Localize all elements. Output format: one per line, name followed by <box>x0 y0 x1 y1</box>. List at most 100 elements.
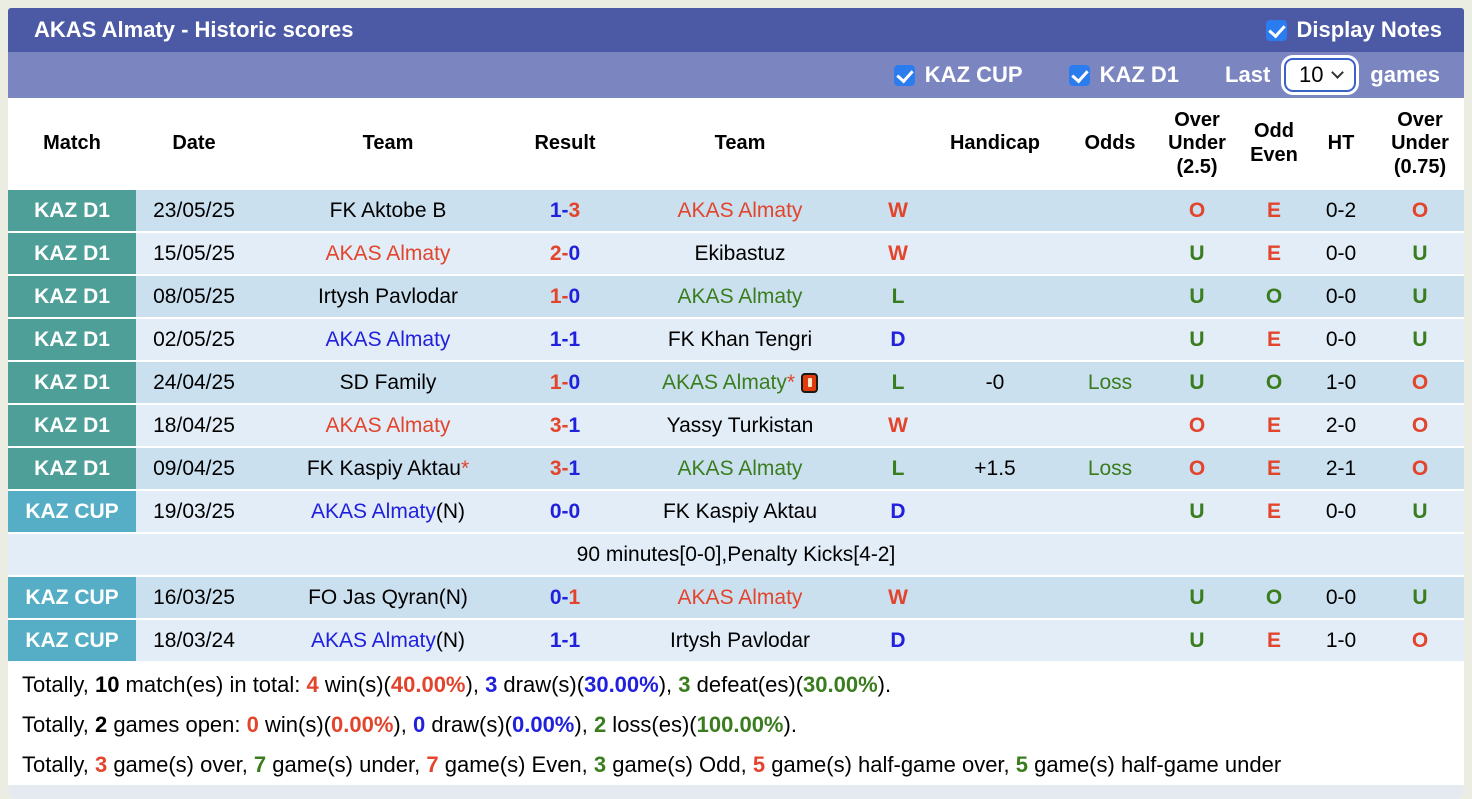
league-badge: KAZ D1 <box>8 405 136 446</box>
kaz-d1-label: KAZ D1 <box>1099 62 1180 87</box>
date-cell: 16/03/25 <box>153 585 235 609</box>
bottom-strip <box>8 785 1464 799</box>
date-cell: 23/05/25 <box>153 198 235 222</box>
handicap-cell <box>922 577 1068 618</box>
home-team-cell: AKAS Almaty <box>325 327 451 351</box>
table-row: KAZ D1 18/04/25 AKAS Almaty 3-1 Yassy Turkis… <box>8 405 1464 446</box>
over-under-075-cell: O <box>1411 413 1429 437</box>
wld-cell: L <box>891 284 905 308</box>
odds-cell <box>1068 577 1152 618</box>
column-header-10: HT <box>1327 132 1355 155</box>
column-header-6: Handicap <box>949 132 1041 155</box>
ht-cell: 1-0 <box>1325 628 1357 652</box>
league-badge: KAZ CUP <box>8 577 136 618</box>
odd-even-cell: E <box>1266 499 1281 523</box>
home-team-cell: AKAS Almaty <box>325 413 451 437</box>
league-badge: KAZ CUP <box>8 620 136 661</box>
over-under-075-cell: U <box>1412 241 1428 265</box>
table-row: KAZ D1 08/05/25 Irtysh Pavlodar 1-0 AKAS Alm… <box>8 276 1464 317</box>
over-under-25-cell: U <box>1189 585 1205 609</box>
handicap-cell <box>922 319 1068 360</box>
wld-cell: W <box>888 241 908 265</box>
last-games-value: 10 <box>1299 62 1324 87</box>
page-title: AKAS Almaty - Historic scores <box>34 17 354 42</box>
column-header-0: Match <box>43 132 101 155</box>
kaz-cup-checkbox[interactable] <box>893 64 915 86</box>
handicap-cell <box>922 190 1068 231</box>
handicap-cell: -0 <box>985 370 1005 394</box>
display-notes-group: Display Notes <box>1265 17 1443 43</box>
wld-cell: L <box>891 456 905 480</box>
wld-cell: W <box>888 198 908 222</box>
away-team-cell: AKAS Almaty * <box>606 362 874 403</box>
over-under-075-cell: O <box>1411 456 1429 480</box>
league-badge: KAZ CUP <box>8 491 136 532</box>
home-team-cell: FK Kaspiy Aktau * <box>306 456 470 480</box>
last-games-select[interactable]: 10 <box>1284 58 1357 92</box>
summary-line-2: Totally, 2 games open: 0 win(s)(0.00%), … <box>22 712 797 737</box>
league-badge: KAZ D1 <box>8 233 136 274</box>
column-header-3: Result <box>534 132 596 155</box>
result-cell: 1-0 <box>549 370 581 394</box>
handicap-cell <box>922 276 1068 317</box>
away-team-cell: Ekibastuz <box>694 241 786 265</box>
display-notes-checkbox[interactable] <box>1265 19 1287 41</box>
games-label: games <box>1370 62 1440 87</box>
over-under-075-cell: O <box>1411 198 1429 222</box>
away-team-cell: AKAS Almaty <box>677 284 803 308</box>
table-row: KAZ D1 24/04/25 SD Family 1-0 AKAS Almaty * L -… <box>8 362 1464 403</box>
result-cell: 0-1 <box>549 585 581 609</box>
table-header-row: Match Date Team Result Team Handicap Odds Over … <box>8 98 1464 190</box>
away-team-cell: AKAS Almaty <box>677 456 803 480</box>
column-header-9: Odd Even <box>1250 120 1298 166</box>
note-row: 90 minutes[0-0],Penalty Kicks[4-2] <box>8 534 1464 575</box>
wld-cell: L <box>891 370 905 394</box>
date-cell: 15/05/25 <box>153 241 235 265</box>
handicap-cell: +1.5 <box>974 456 1016 480</box>
ht-cell: 1-0 <box>1325 370 1357 394</box>
table-body: KAZ D1 23/05/25 FK Aktobe B 1-3 AKAS Almaty W… <box>8 190 1464 661</box>
league-badge: KAZ D1 <box>8 448 136 489</box>
over-under-25-cell: U <box>1189 241 1205 265</box>
ht-cell: 0-0 <box>1325 284 1357 308</box>
kaz-cup-label: KAZ CUP <box>924 62 1023 87</box>
home-team-cell: Irtysh Pavlodar <box>317 284 459 308</box>
league-badge: KAZ D1 <box>8 362 136 403</box>
result-cell: 2-0 <box>549 241 581 265</box>
display-notes-label: Display Notes <box>1296 17 1443 42</box>
kaz-d1-checkbox[interactable] <box>1068 64 1090 86</box>
table-row: KAZ CUP 19/03/25 AKAS Almaty (N) 0-0 FK Kaspi… <box>8 491 1464 532</box>
odds-cell: Loss <box>1087 456 1133 480</box>
odd-even-cell: O <box>1265 370 1283 394</box>
league-badge: KAZ D1 <box>8 319 136 360</box>
over-under-25-cell: U <box>1189 499 1205 523</box>
odd-even-cell: E <box>1266 456 1281 480</box>
over-under-075-cell: U <box>1412 327 1428 351</box>
date-cell: 24/04/25 <box>153 370 235 394</box>
date-cell: 18/03/24 <box>153 628 235 652</box>
result-cell: 1-0 <box>549 284 581 308</box>
over-under-25-cell: U <box>1189 370 1205 394</box>
ht-cell: 0-0 <box>1325 241 1357 265</box>
date-cell: 02/05/25 <box>153 327 235 351</box>
table-row: KAZ D1 15/05/25 AKAS Almaty 2-0 Ekibastuz W U E… <box>8 233 1464 274</box>
away-team-cell: FK Khan Tengri <box>667 327 813 351</box>
wld-cell: D <box>890 327 906 351</box>
ht-cell: 0-0 <box>1325 327 1357 351</box>
odds-cell <box>1068 405 1152 446</box>
league-badge: KAZ D1 <box>8 190 136 231</box>
league-badge: KAZ D1 <box>8 276 136 317</box>
ht-cell: 0-0 <box>1325 499 1357 523</box>
date-cell: 08/05/25 <box>153 284 235 308</box>
odd-even-cell: E <box>1266 327 1281 351</box>
date-cell: 19/03/25 <box>153 499 235 523</box>
wld-cell: D <box>890 628 906 652</box>
result-cell: 1-3 <box>549 198 581 222</box>
column-header-2: Team <box>362 132 414 155</box>
historic-scores-panel: AKAS Almaty - Historic scores Display No… <box>8 8 1464 785</box>
result-cell: 1-1 <box>549 628 581 652</box>
table-row: KAZ CUP 18/03/24 AKAS Almaty (N) 1-1 Irtysh P… <box>8 620 1464 661</box>
wld-cell: W <box>888 585 908 609</box>
column-header-4: Team <box>714 132 766 155</box>
odd-even-cell: E <box>1266 241 1281 265</box>
